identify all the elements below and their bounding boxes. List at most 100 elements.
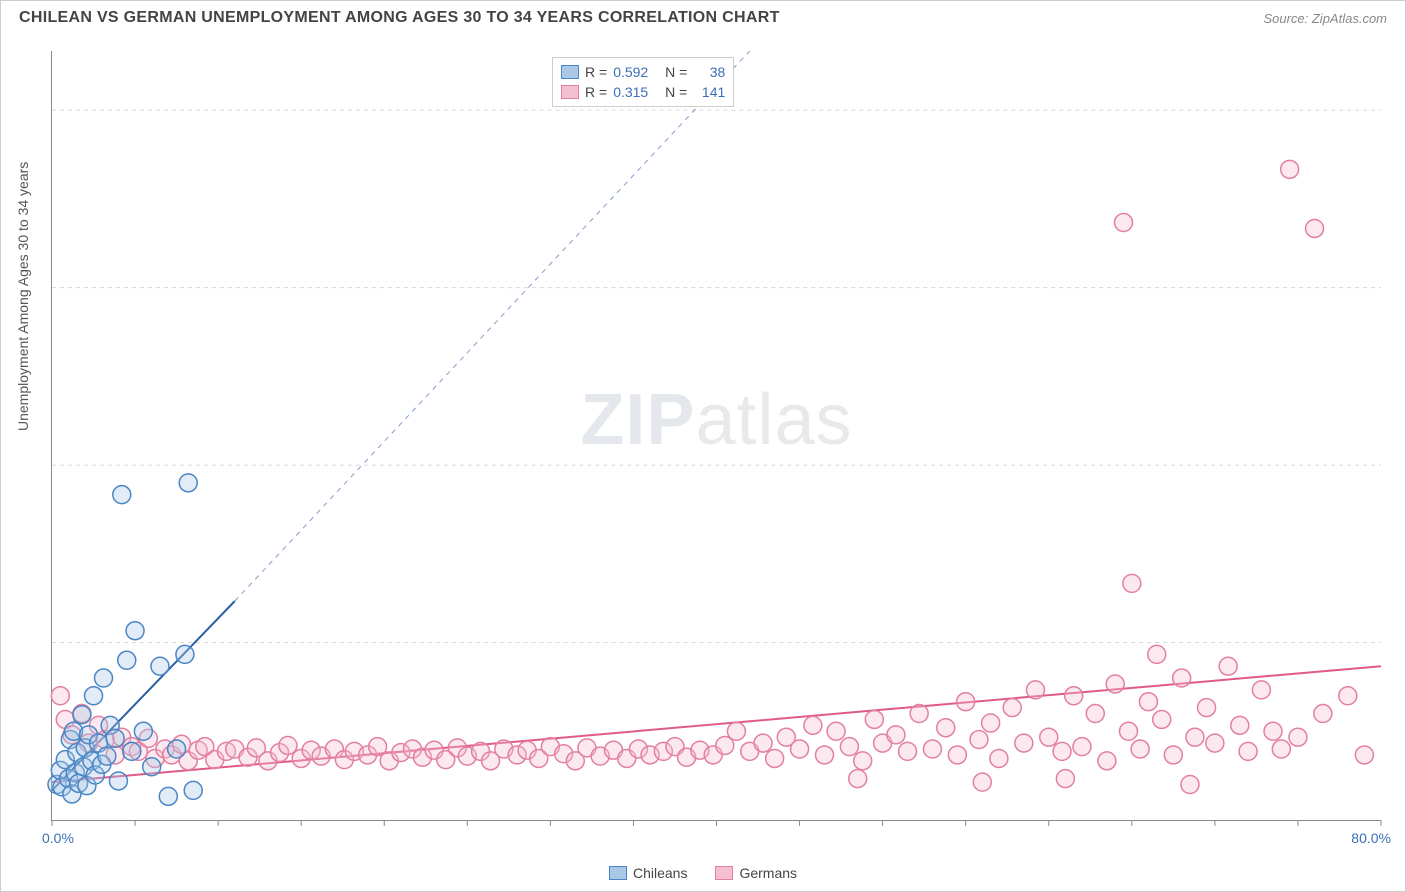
- legend-item: Chileans: [609, 865, 687, 881]
- scatter-point: [727, 722, 745, 740]
- scatter-point: [118, 651, 136, 669]
- chart-container: CHILEAN VS GERMAN UNEMPLOYMENT AMONG AGE…: [0, 0, 1406, 892]
- scatter-point: [827, 722, 845, 740]
- legend-swatch: [561, 65, 579, 79]
- scatter-point: [1056, 770, 1074, 788]
- scatter-point: [1231, 716, 1249, 734]
- stat-n-label: N =: [661, 84, 687, 100]
- scatter-point: [923, 740, 941, 758]
- scatter-point: [1086, 705, 1104, 723]
- scatter-point: [1073, 738, 1091, 756]
- scatter-point: [1206, 734, 1224, 752]
- scatter-point: [948, 746, 966, 764]
- legend-swatch: [609, 866, 627, 880]
- title-bar: CHILEAN VS GERMAN UNEMPLOYMENT AMONG AGE…: [19, 9, 1387, 27]
- scatter-point: [1131, 740, 1149, 758]
- scatter-point: [1272, 740, 1290, 758]
- scatter-point: [1281, 160, 1299, 178]
- scatter-point: [937, 719, 955, 737]
- scatter-point: [982, 714, 1000, 732]
- plot-area: ZIPatlas 15.0%30.0%45.0%60.0% 0.0% 80.0%…: [51, 51, 1381, 821]
- trend-line-dashed: [235, 51, 750, 601]
- scatter-point: [1098, 752, 1116, 770]
- scatter-point: [1148, 645, 1166, 663]
- stat-n-label: N =: [661, 64, 687, 80]
- source-label: Source: ZipAtlas.com: [1263, 11, 1387, 26]
- legend-swatch: [561, 85, 579, 99]
- scatter-point: [1164, 746, 1182, 764]
- y-tick-label: 60.0%: [1391, 102, 1406, 118]
- chart-title: CHILEAN VS GERMAN UNEMPLOYMENT AMONG AGE…: [19, 9, 780, 27]
- y-axis-label: Unemployment Among Ages 30 to 34 years: [15, 162, 31, 431]
- scatter-point: [1003, 699, 1021, 717]
- scatter-point: [1053, 742, 1071, 760]
- scatter-point: [970, 731, 988, 749]
- scatter-point: [176, 645, 194, 663]
- stat-r-label: R =: [585, 64, 607, 80]
- scatter-point: [766, 749, 784, 767]
- scatter-point: [1115, 214, 1133, 232]
- scatter-point: [1065, 687, 1083, 705]
- legend-label: Chileans: [633, 865, 687, 881]
- legend-swatch: [715, 866, 733, 880]
- scatter-point: [143, 758, 161, 776]
- scatter-point: [865, 710, 883, 728]
- scatter-point: [51, 687, 69, 705]
- scatter-point: [815, 746, 833, 764]
- legend-stats-box: R = 0.592 N = 38 R = 0.315 N = 141: [552, 57, 734, 107]
- scatter-point: [1198, 699, 1216, 717]
- scatter-point: [1173, 669, 1191, 687]
- scatter-point: [1153, 710, 1171, 728]
- scatter-point: [109, 772, 127, 790]
- scatter-point: [1139, 693, 1157, 711]
- stat-n-value: 141: [693, 84, 725, 100]
- stat-n-value: 38: [693, 64, 725, 80]
- scatter-point: [1306, 219, 1324, 237]
- scatter-point: [73, 706, 91, 724]
- scatter-point: [840, 738, 858, 756]
- scatter-point: [887, 726, 905, 744]
- x-tick-min: 0.0%: [42, 830, 74, 846]
- scatter-point: [113, 486, 131, 504]
- chart-svg: [52, 51, 1381, 820]
- scatter-point: [159, 787, 177, 805]
- scatter-point: [126, 622, 144, 640]
- scatter-point: [1339, 687, 1357, 705]
- scatter-point: [123, 742, 141, 760]
- scatter-point: [1289, 728, 1307, 746]
- legend-label: Germans: [739, 865, 797, 881]
- stat-r-value: 0.315: [613, 84, 655, 100]
- scatter-point: [95, 669, 113, 687]
- y-tick-label: 45.0%: [1391, 280, 1406, 296]
- scatter-point: [973, 773, 991, 791]
- scatter-point: [184, 781, 202, 799]
- scatter-point: [1219, 657, 1237, 675]
- scatter-point: [106, 729, 124, 747]
- scatter-point: [1252, 681, 1270, 699]
- scatter-point: [1026, 681, 1044, 699]
- scatter-point: [1040, 728, 1058, 746]
- y-tick-label: 30.0%: [1391, 458, 1406, 474]
- bottom-legend: Chileans Germans: [1, 865, 1405, 883]
- scatter-point: [1015, 734, 1033, 752]
- legend-stats-row: R = 0.315 N = 141: [561, 82, 725, 102]
- scatter-point: [179, 474, 197, 492]
- stat-r-value: 0.592: [613, 64, 655, 80]
- scatter-point: [791, 740, 809, 758]
- scatter-point: [910, 705, 928, 723]
- scatter-point: [1181, 776, 1199, 794]
- scatter-point: [1119, 722, 1137, 740]
- scatter-point: [754, 734, 772, 752]
- scatter-point: [1186, 728, 1204, 746]
- scatter-point: [1264, 722, 1282, 740]
- scatter-point: [1314, 705, 1332, 723]
- scatter-point: [85, 687, 103, 705]
- y-tick-label: 15.0%: [1391, 635, 1406, 651]
- x-tick-max: 80.0%: [1351, 830, 1391, 846]
- scatter-point: [899, 742, 917, 760]
- scatter-point: [1355, 746, 1373, 764]
- scatter-point: [957, 693, 975, 711]
- scatter-point: [151, 657, 169, 675]
- scatter-point: [168, 740, 186, 758]
- stat-r-label: R =: [585, 84, 607, 100]
